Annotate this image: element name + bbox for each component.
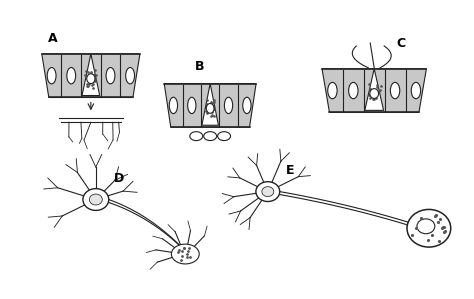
Polygon shape [164,84,256,127]
Ellipse shape [256,182,280,202]
Ellipse shape [348,83,358,99]
Ellipse shape [224,97,233,114]
Ellipse shape [407,209,451,247]
Ellipse shape [90,194,102,205]
Ellipse shape [83,189,109,210]
Text: C: C [396,37,405,50]
Ellipse shape [126,68,135,84]
Ellipse shape [391,83,400,99]
Ellipse shape [417,219,435,234]
Text: E: E [286,164,294,177]
Ellipse shape [206,103,214,113]
Ellipse shape [218,132,230,141]
Ellipse shape [204,132,217,141]
Ellipse shape [172,244,199,264]
Ellipse shape [190,132,203,141]
Polygon shape [365,69,383,110]
Ellipse shape [370,89,379,98]
Polygon shape [82,54,100,95]
Ellipse shape [47,68,56,84]
Text: A: A [48,32,58,45]
Polygon shape [202,84,219,125]
Polygon shape [42,54,140,97]
Ellipse shape [328,83,337,99]
Polygon shape [322,69,427,112]
Ellipse shape [188,97,196,114]
Ellipse shape [169,97,178,114]
Ellipse shape [67,68,76,84]
Ellipse shape [411,83,420,99]
Ellipse shape [87,74,95,83]
Ellipse shape [106,68,115,84]
Ellipse shape [243,97,251,114]
Text: D: D [114,172,124,185]
Text: B: B [195,60,205,73]
Ellipse shape [262,187,274,196]
